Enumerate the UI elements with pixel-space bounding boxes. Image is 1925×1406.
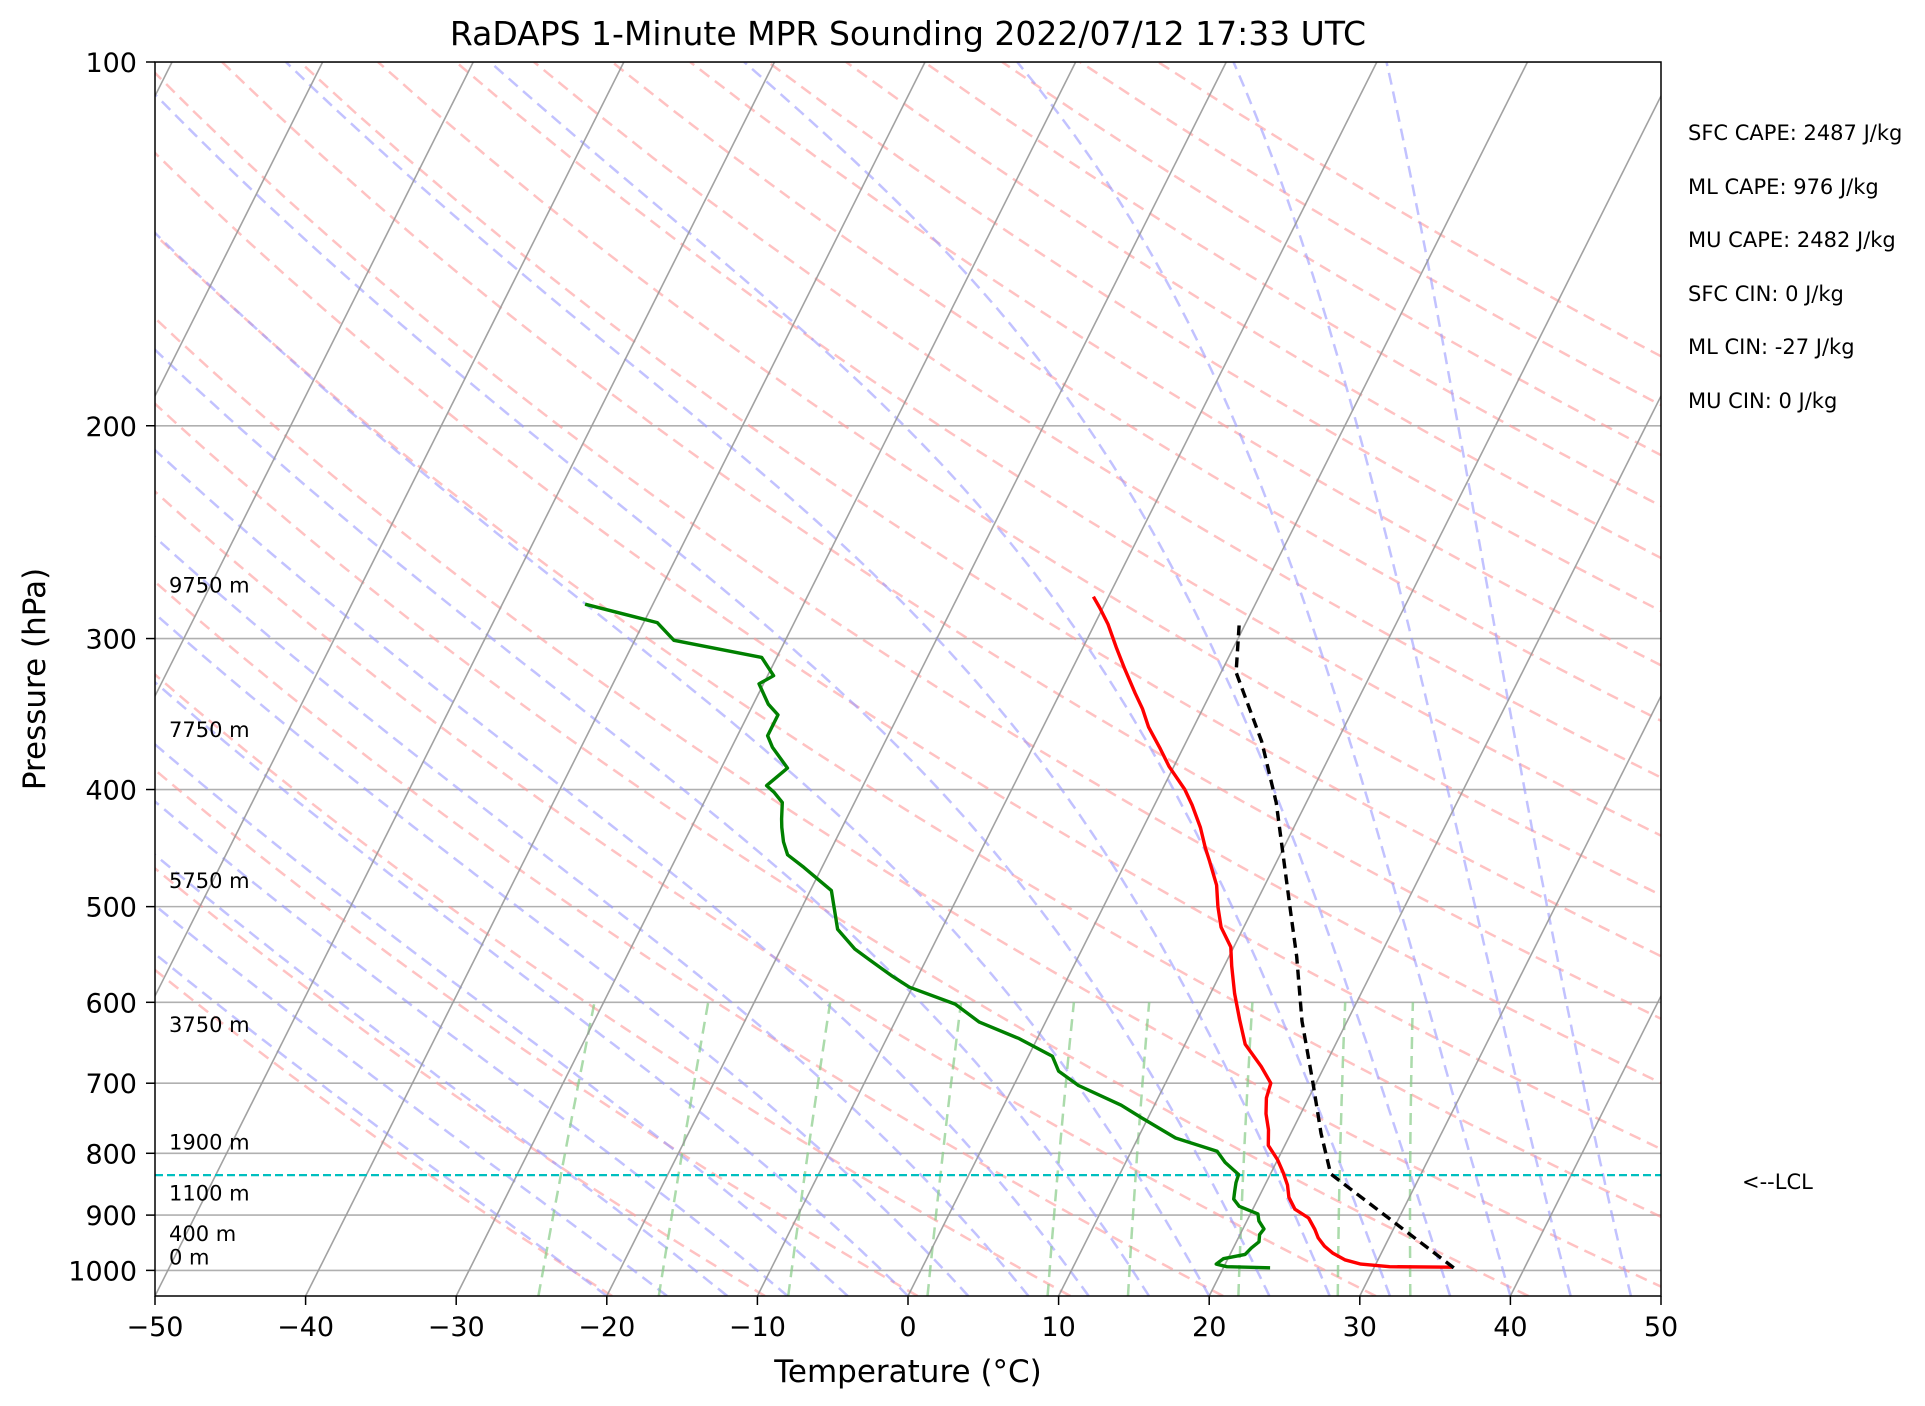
isotherm-line bbox=[606, 62, 1227, 1296]
moist-adiabat bbox=[155, 799, 789, 1296]
background-lines bbox=[155, 62, 1661, 1296]
temperature-trace bbox=[1091, 595, 1453, 1269]
dry-adiabat bbox=[155, 71, 1661, 1085]
moist-adiabat bbox=[155, 92, 1271, 1296]
x-tick-label: −40 bbox=[277, 1312, 334, 1343]
dry-adiabat bbox=[155, 968, 613, 1296]
mixing-ratio-line bbox=[537, 1002, 596, 1296]
stat-ml-cin: ML CIN: -27 J/kg bbox=[1688, 335, 1855, 360]
x-tick-label: −20 bbox=[578, 1312, 635, 1343]
height-labels: 9750 m 7750 m 5750 m 3750 m 1900 m 1100 m 400 … bbox=[169, 574, 250, 1270]
moist-adiabat bbox=[155, 680, 909, 1296]
height-label: 1900 m bbox=[169, 1130, 250, 1154]
dry-adiabat bbox=[767, 62, 1661, 613]
x-tick-label: −30 bbox=[428, 1312, 485, 1343]
moist-adiabat bbox=[743, 62, 1452, 1296]
y-tick-label: 1000 bbox=[68, 1256, 137, 1287]
dry-adiabat bbox=[377, 62, 1661, 897]
height-label: 9750 m bbox=[169, 574, 250, 598]
dry-adiabat bbox=[611, 62, 1661, 723]
isotherm-line bbox=[1359, 694, 1661, 1296]
lcl-label: <--LCL bbox=[1742, 1170, 1813, 1194]
x-tick-label: −50 bbox=[127, 1312, 184, 1343]
isotherm-line bbox=[155, 62, 625, 998]
moist-adiabat bbox=[1232, 62, 1572, 1296]
height-label: 0 m bbox=[169, 1245, 210, 1269]
dry-adiabat bbox=[155, 489, 1377, 1296]
x-tick-label: 30 bbox=[1343, 1312, 1377, 1343]
height-label: 1100 m bbox=[169, 1181, 250, 1205]
dry-adiabat bbox=[155, 580, 1224, 1296]
isotherm-line bbox=[304, 62, 926, 1296]
moist-adiabat bbox=[155, 535, 1030, 1296]
y-tick-label: 800 bbox=[85, 1139, 137, 1170]
stat-sfc-cape: SFC CAPE: 2487 J/kg bbox=[1688, 121, 1903, 145]
moist-adiabat bbox=[489, 62, 1392, 1296]
y-tick-label: 700 bbox=[85, 1069, 137, 1100]
y-tick-label: 100 bbox=[85, 48, 137, 79]
x-tick-label: 20 bbox=[1192, 1312, 1226, 1343]
moist-adiabat bbox=[285, 62, 1331, 1296]
isotherm-line bbox=[155, 62, 324, 398]
sounding-traces bbox=[584, 595, 1455, 1270]
isotherm-line bbox=[155, 62, 776, 1296]
y-tick-label: 500 bbox=[85, 893, 137, 924]
mixing-ratio-line bbox=[1126, 1002, 1151, 1296]
moist-adiabat bbox=[155, 952, 608, 1296]
moist-adiabat bbox=[155, 448, 1090, 1296]
y-tick-label: 300 bbox=[85, 625, 137, 656]
x-tick-label: 40 bbox=[1493, 1312, 1527, 1343]
stat-sfc-cin: SFC CIN: 0 J/kg bbox=[1688, 281, 1844, 306]
y-axis-label: Pressure (hPa) bbox=[17, 568, 53, 790]
isotherm-line bbox=[1509, 994, 1661, 1296]
stat-mu-cin: MU CIN: 0 J/kg bbox=[1688, 388, 1838, 413]
dry-adiabat bbox=[155, 232, 1661, 1219]
height-label: 5750 m bbox=[169, 869, 250, 893]
mixing-ratio-line bbox=[1046, 1002, 1076, 1296]
dry-adiabat bbox=[155, 866, 766, 1296]
height-label: 400 m bbox=[169, 1222, 236, 1246]
height-label: 3750 m bbox=[169, 1013, 250, 1037]
moist-adiabat bbox=[1385, 62, 1633, 1296]
moist-adiabat bbox=[1016, 62, 1512, 1296]
height-label: 7750 m bbox=[169, 718, 250, 742]
chart-title: RaDAPS 1-Minute MPR Sounding 2022/07/12 … bbox=[450, 14, 1366, 53]
isotherm-line bbox=[907, 62, 1529, 1296]
dewpoint-trace bbox=[584, 602, 1271, 1270]
dry-adiabat bbox=[155, 672, 1071, 1296]
y-tick-label: 900 bbox=[85, 1201, 137, 1232]
dry-adiabat bbox=[533, 62, 1661, 779]
x-tick-label: 0 bbox=[899, 1312, 916, 1343]
x-axis-label: Temperature (°C) bbox=[773, 1354, 1042, 1390]
isotherm-line bbox=[1057, 94, 1661, 1296]
stats-panel: SFC CAPE: 2487 J/kg ML CAPE: 976 J/kg MU… bbox=[1688, 107, 1902, 429]
dry-adiabat bbox=[155, 151, 1661, 1151]
x-tick-label: 50 bbox=[1644, 1312, 1678, 1343]
mixing-ratio-line bbox=[1408, 1002, 1415, 1296]
moist-adiabat bbox=[155, 853, 729, 1296]
stat-mu-cape: MU CAPE: 2482 J/kg bbox=[1688, 228, 1896, 253]
dry-adiabat bbox=[221, 62, 1661, 1021]
y-tick-label: 400 bbox=[85, 776, 137, 807]
x-tick-label: 10 bbox=[1041, 1312, 1075, 1343]
y-tick-label: 600 bbox=[85, 988, 137, 1019]
isotherm-line bbox=[155, 62, 474, 698]
y-tick-label: 200 bbox=[85, 412, 137, 443]
moist-adiabat bbox=[155, 612, 970, 1296]
isotherm-line bbox=[756, 62, 1378, 1296]
x-tick-label: −10 bbox=[729, 1312, 786, 1343]
moist-adiabat bbox=[155, 231, 1211, 1296]
dry-adiabat bbox=[155, 402, 1530, 1296]
mixing-ratio-line bbox=[657, 1002, 710, 1296]
y-axis: 100 200 300 400 500 600 700 800 900 1000 bbox=[68, 48, 155, 1287]
stat-ml-cape: ML CAPE: 976 J/kg bbox=[1688, 174, 1879, 199]
x-axis: −50 −40 −30 −20 −10 0 10 20 30 40 50 bbox=[127, 1296, 1678, 1343]
mixing-ratio-line bbox=[926, 1002, 963, 1296]
mixing-ratio-line bbox=[786, 1002, 832, 1296]
